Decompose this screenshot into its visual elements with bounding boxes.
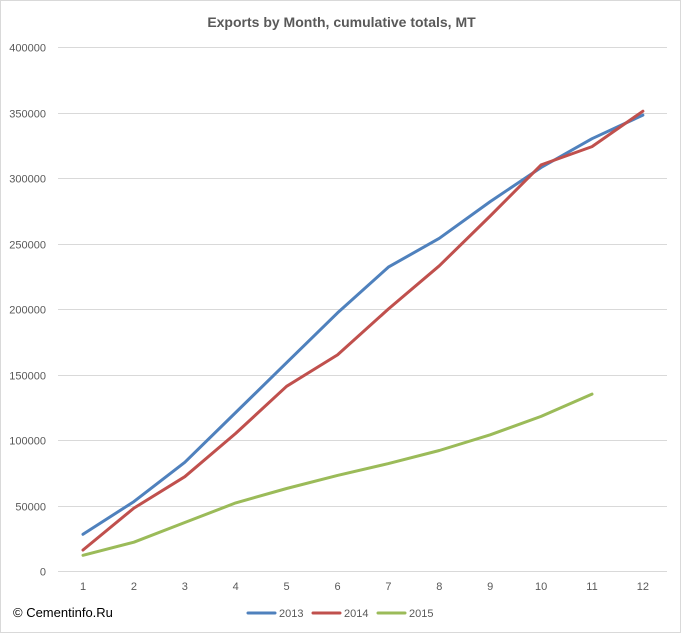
x-tick-label: 4	[233, 581, 239, 593]
y-axis-ticks: 0 50000 100000 150000 200000 250000 300000 3500…	[9, 43, 46, 579]
x-tick-label: 12	[637, 581, 649, 593]
x-tick-label: 8	[436, 581, 442, 593]
legend-label-2014: 2014	[344, 608, 368, 620]
x-tick-label: 11	[586, 581, 597, 593]
x-tick-label: 1	[80, 581, 86, 593]
x-tick-label: 3	[182, 581, 188, 593]
x-tick-label: 9	[487, 581, 493, 593]
x-tick-label: 2	[131, 581, 137, 593]
legend-label-2013: 2013	[279, 608, 303, 620]
y-tick-label: 300000	[9, 174, 46, 186]
y-tick-label: 400000	[9, 43, 46, 55]
y-tick-label: 350000	[9, 109, 46, 121]
legend: 2013 2014 2015	[246, 608, 433, 620]
x-tick-label: 7	[385, 581, 391, 593]
chart-title: Exports by Month, cumulative totals, MT	[207, 14, 476, 30]
series-line-2013	[81, 113, 645, 536]
x-tick-label: 10	[535, 581, 547, 593]
legend-label-2015: 2015	[409, 608, 433, 620]
series-lines	[81, 109, 645, 557]
y-tick-label: 50000	[15, 502, 46, 514]
x-tick-label: 5	[284, 581, 290, 593]
copyright-text: © Cementinfo.Ru	[13, 605, 113, 620]
y-tick-label: 0	[40, 567, 46, 579]
y-tick-label: 250000	[9, 240, 46, 252]
x-axis-ticks: 1 2 3 4 5 6 7 8 9 10 11 12	[80, 581, 649, 593]
y-tick-label: 100000	[9, 436, 46, 448]
gridlines	[58, 47, 667, 572]
y-tick-label: 200000	[9, 305, 46, 317]
series-line-2015	[81, 392, 594, 557]
x-tick-label: 6	[334, 581, 340, 593]
series-line-2014	[81, 109, 645, 552]
y-tick-label: 150000	[9, 371, 46, 383]
